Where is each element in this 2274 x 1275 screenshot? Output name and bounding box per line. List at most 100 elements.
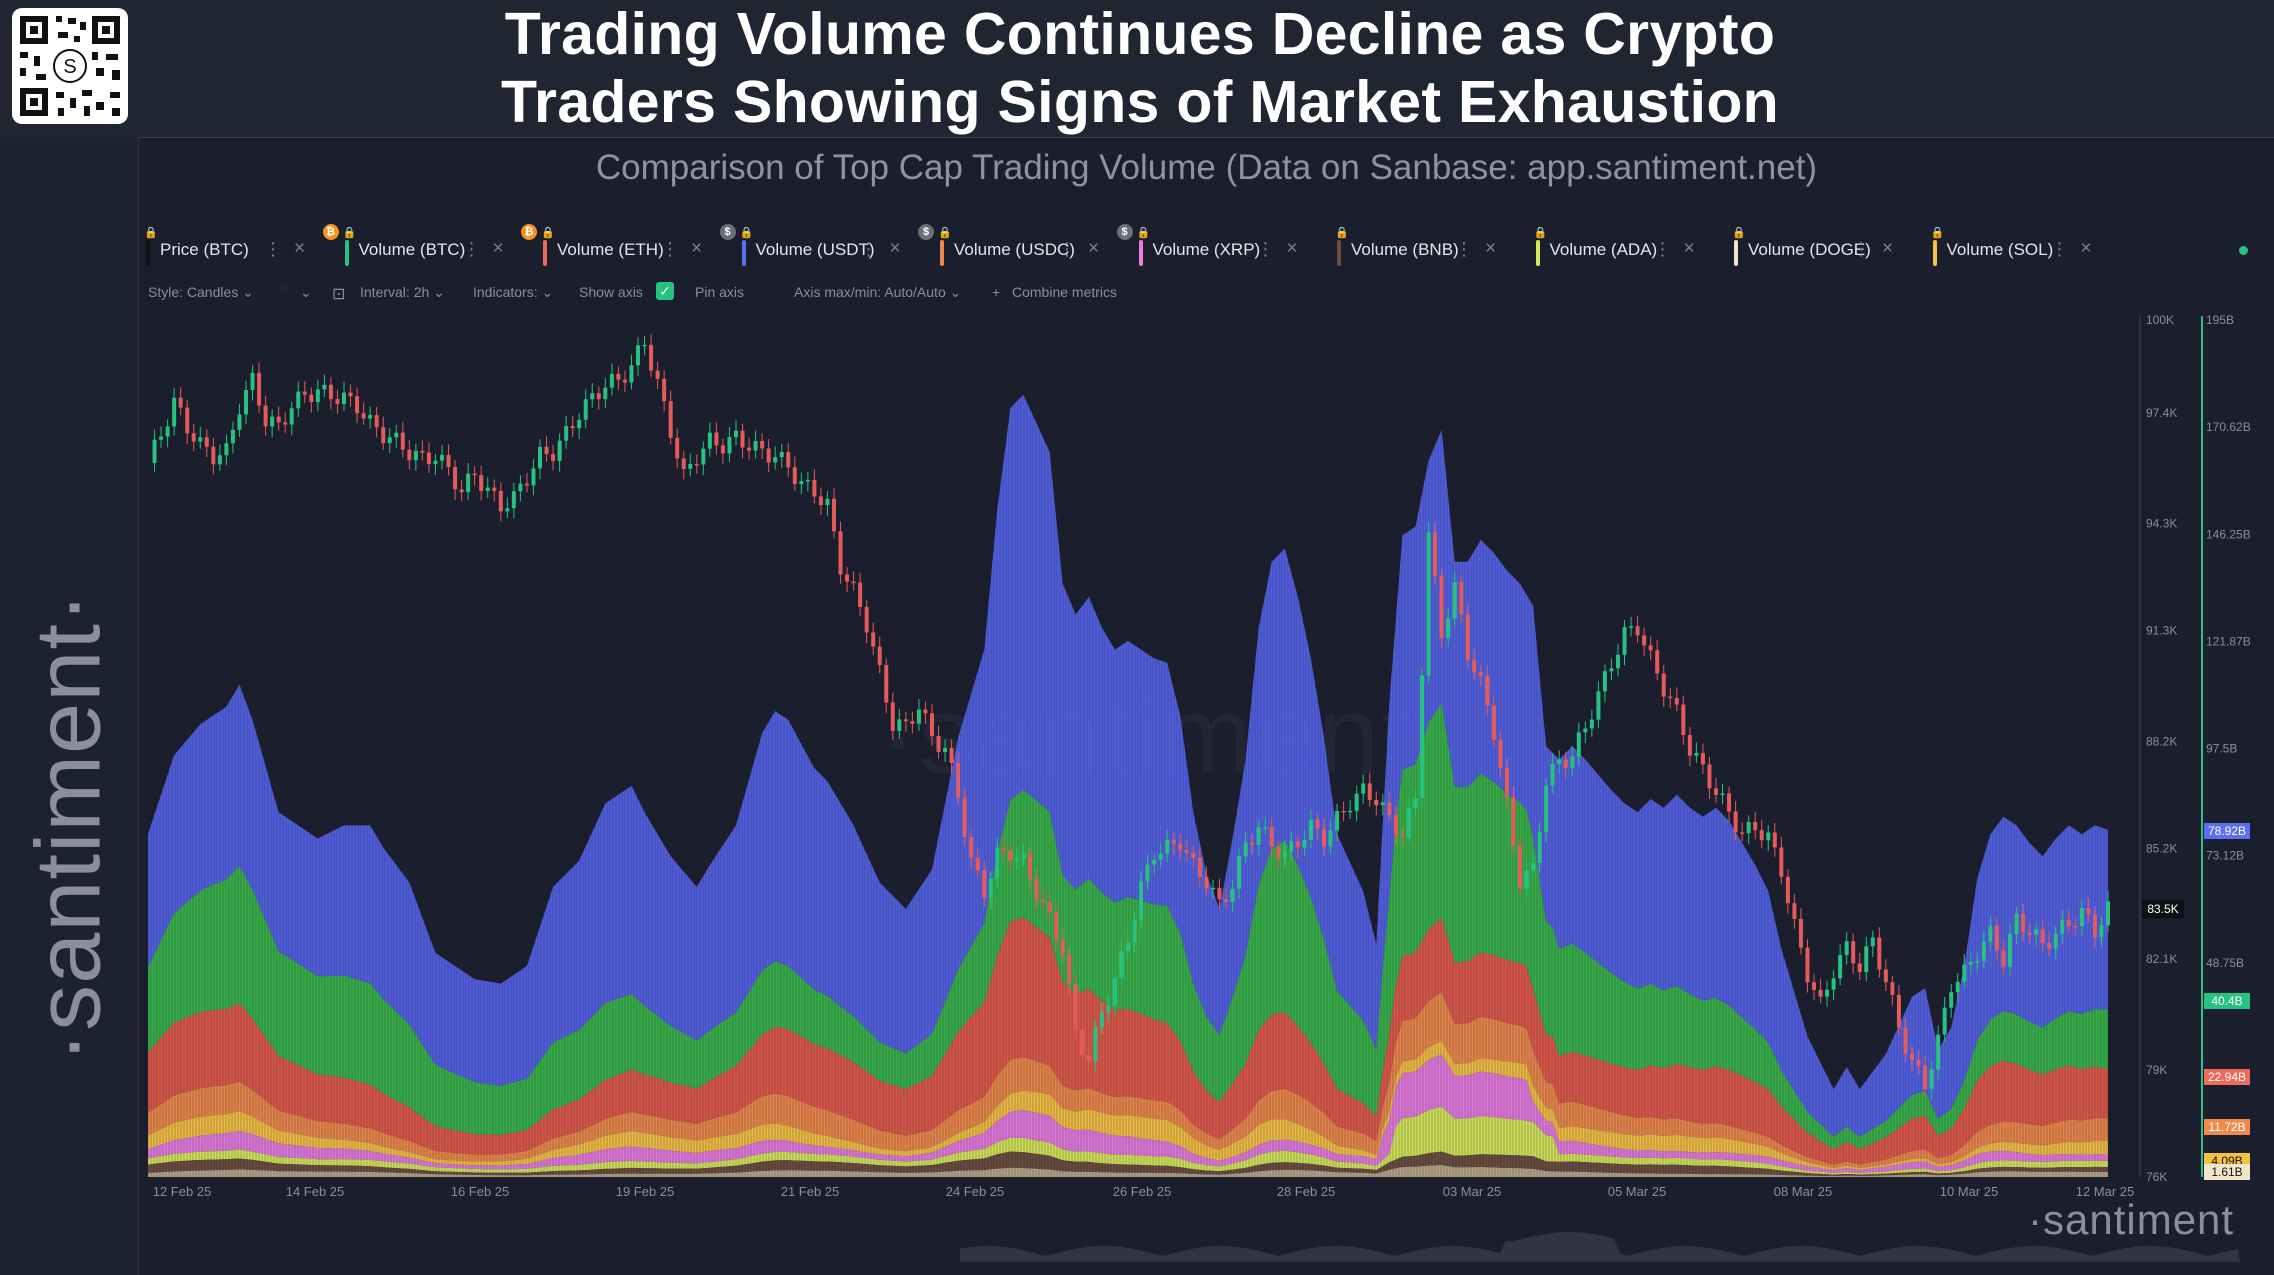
- candle-body: [198, 437, 203, 442]
- lock-icon: 🔒: [541, 227, 555, 239]
- candle-body: [1511, 796, 1516, 846]
- candle-body: [1668, 696, 1673, 699]
- color-swatch[interactable]: ■: [280, 280, 290, 297]
- close-icon[interactable]: ×: [1882, 238, 1894, 259]
- candle-body: [714, 432, 719, 446]
- candle-body: [328, 384, 333, 400]
- plus-icon[interactable]: +: [992, 284, 1001, 300]
- candle-body: [753, 440, 758, 451]
- candle-body: [1805, 947, 1810, 983]
- candle-body: [2099, 925, 2104, 938]
- candle-body: [603, 387, 608, 400]
- candle-body: [1021, 853, 1026, 859]
- close-icon[interactable]: ×: [1088, 238, 1100, 259]
- style-select[interactable]: Style: Candles ⌄: [148, 284, 254, 300]
- show-axis-checkbox[interactable]: ✓: [656, 282, 674, 300]
- price-tick-label: 94.3K: [2146, 517, 2177, 531]
- kebab-menu-icon[interactable]: ⋮: [1455, 239, 1473, 259]
- candle-body: [1714, 788, 1718, 795]
- close-icon[interactable]: ×: [294, 238, 306, 259]
- kebab-menu-icon[interactable]: ⋮: [661, 239, 679, 259]
- kebab-menu-icon[interactable]: ⋮: [462, 239, 481, 259]
- candle-body: [1171, 839, 1176, 844]
- metric-chip[interactable]: 🔒 Volume (USDT) ⋮ × $: [719, 224, 932, 274]
- candle-body: [1609, 668, 1614, 672]
- candle-body: [1531, 863, 1536, 871]
- candle-body: [1119, 950, 1124, 979]
- candle-body: [1354, 793, 1359, 811]
- kebab-menu-icon[interactable]: ⋮: [1653, 239, 1672, 259]
- candle-body: [1126, 942, 1130, 951]
- candle-body: [1099, 1012, 1104, 1028]
- close-icon[interactable]: ×: [1683, 238, 1695, 259]
- metric-chip[interactable]: 🔒 Price (BTC) ⋮ ×: [144, 226, 336, 274]
- last-value-label: 11.72B: [2208, 1120, 2245, 1134]
- metric-chip[interactable]: 🔒 Volume (XRP) ⋮ × $: [1116, 224, 1329, 274]
- candle-body: [479, 475, 484, 491]
- close-icon[interactable]: ×: [2080, 238, 2092, 259]
- candle-body: [1478, 672, 1483, 676]
- combine-metrics-button[interactable]: Combine metrics: [1012, 284, 1118, 300]
- candle-body: [760, 440, 765, 449]
- metric-chip[interactable]: 🔒 Volume (DOGE) ⋮ ×: [1732, 226, 1924, 274]
- last-value-badge: [2204, 1069, 2250, 1085]
- candle-body: [1067, 954, 1072, 985]
- kebab-menu-icon[interactable]: ⋮: [1852, 239, 1870, 259]
- close-icon[interactable]: ×: [691, 238, 703, 259]
- candle-body: [969, 836, 974, 858]
- kebab-menu-icon[interactable]: ⋮: [2050, 239, 2069, 259]
- candle-body: [1779, 847, 1784, 877]
- indicators-select[interactable]: Indicators: ⌄: [473, 284, 554, 300]
- metric-chip[interactable]: 🔒 Volume (BNB) ⋮ ×: [1335, 226, 1527, 274]
- candle-body: [1348, 810, 1353, 813]
- candle-body: [2086, 908, 2091, 915]
- candle-body: [1361, 783, 1366, 794]
- coin-icon: $: [719, 224, 736, 240]
- candle-body: [191, 433, 196, 442]
- candle-body: [2034, 929, 2039, 935]
- metric-chip[interactable]: 🔒 Volume (ETH) ⋮ × ₿: [521, 224, 733, 274]
- kebab-menu-icon[interactable]: ⋮: [1058, 239, 1076, 259]
- candle-body: [1197, 857, 1202, 877]
- chart-subtitle: Comparison of Top Cap Trading Volume (Da…: [595, 148, 1818, 187]
- axis-maxmin-select[interactable]: Axis max/min: Auto/Auto ⌄: [794, 284, 962, 300]
- candle-body: [1910, 1053, 1914, 1060]
- candle-body: [1165, 839, 1170, 854]
- candle-body: [531, 468, 536, 486]
- metric-label: Volume (ADA): [1549, 240, 1658, 259]
- metric-label: Volume (USDT): [755, 240, 875, 259]
- candle-body: [864, 606, 869, 633]
- candle-body: [518, 483, 523, 492]
- close-icon[interactable]: ×: [889, 238, 901, 259]
- metric-chip[interactable]: 🔒 Volume (SOL) ⋮ ×: [1931, 226, 2123, 274]
- candle-body: [505, 508, 510, 512]
- lock-icon: 🔒: [1136, 227, 1151, 239]
- close-icon[interactable]: ×: [1485, 238, 1497, 259]
- lock-icon: 🔒: [1335, 227, 1349, 239]
- metric-chip[interactable]: 🔒 Volume (BTC) ⋮ × ₿: [322, 224, 535, 274]
- chevron-down-icon[interactable]: ⌄: [300, 284, 312, 300]
- candle-body: [1877, 937, 1882, 970]
- candle-body: [1896, 994, 1901, 1028]
- pin-axis-toggle[interactable]: Pin axis: [695, 284, 745, 300]
- candle-body: [440, 454, 444, 461]
- candle-body: [1550, 763, 1555, 786]
- metric-chip[interactable]: 🔒 Volume (ADA) ⋮ ×: [1534, 226, 1726, 274]
- candle-body: [1459, 582, 1464, 614]
- close-icon[interactable]: ×: [492, 238, 504, 259]
- kebab-menu-icon[interactable]: ⋮: [859, 239, 878, 259]
- candle-body: [2092, 914, 2097, 938]
- interval-select[interactable]: Interval: 2h ⌄: [360, 284, 445, 300]
- candle-body: [1263, 827, 1268, 829]
- candle-body: [296, 391, 301, 409]
- candle-body: [609, 373, 614, 388]
- candle-body: [1491, 705, 1496, 740]
- candle-body: [1204, 876, 1209, 889]
- candle-body: [544, 446, 549, 455]
- date-tick-label: 16 Feb 25: [451, 1184, 510, 1199]
- close-icon[interactable]: ×: [1286, 238, 1298, 259]
- kebab-menu-icon[interactable]: ⋮: [1256, 239, 1275, 259]
- metric-chip[interactable]: 🔒 Volume (USDC) ⋮ × $: [918, 224, 1130, 274]
- candle-body: [1400, 835, 1405, 838]
- kebab-menu-icon[interactable]: ⋮: [264, 239, 282, 259]
